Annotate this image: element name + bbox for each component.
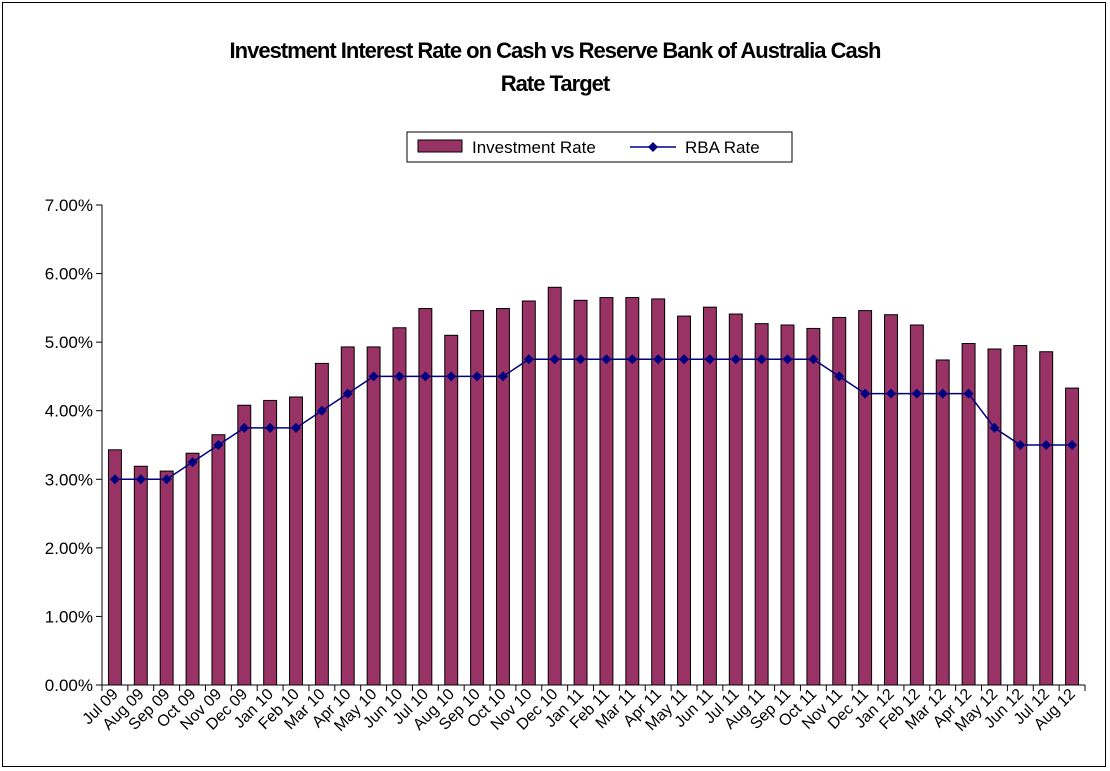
chart-title-line-2: Rate Target: [500, 71, 610, 96]
investment-rate-bar: [1039, 351, 1054, 686]
y-tick-label: 6.00%: [45, 265, 93, 284]
y-tick-label: 2.00%: [45, 539, 93, 558]
legend: Investment Rate RBA Rate: [406, 131, 793, 163]
rba-rate-point: [446, 371, 457, 382]
rba-rate-point: [420, 371, 431, 382]
investment-rate-bar: [159, 470, 174, 686]
rba-rate-point: [627, 354, 638, 365]
y-tick-label: 4.00%: [45, 402, 93, 421]
legend-marker-rba-rate: [648, 142, 658, 152]
rba-rate-point: [653, 354, 664, 365]
rba-rate-point: [1015, 440, 1026, 450]
investment-rate-bar: [780, 324, 795, 686]
investment-rate-bar: [909, 324, 924, 686]
rba-rate-line: [109, 354, 1078, 485]
rba-rate-point: [885, 388, 896, 399]
rba-rate-point: [368, 371, 379, 382]
rba-rate-point: [679, 354, 690, 365]
rba-rate-point: [239, 422, 250, 433]
investment-rate-bar: [935, 359, 950, 686]
rba-rate-point: [1067, 440, 1078, 450]
rba-rate-point: [472, 371, 483, 382]
rba-rate-point: [575, 354, 586, 365]
y-tick-label: 7.00%: [45, 196, 93, 215]
investment-rate-bar: [366, 346, 381, 686]
investment-rate-bar: [237, 404, 252, 686]
rba-rate-point: [291, 422, 302, 433]
rba-rate-point: [342, 388, 353, 399]
investment-rate-bar: [806, 327, 821, 686]
investment-rate-bars: [107, 286, 1080, 686]
y-tick-label: 5.00%: [45, 333, 93, 352]
investment-rate-bar: [987, 348, 1002, 686]
rba-rate-point: [860, 388, 871, 399]
investment-rate-bar: [858, 310, 873, 686]
investment-rate-bar: [884, 314, 898, 686]
rba-rate-point: [213, 440, 224, 450]
rba-rate-point: [989, 422, 1000, 433]
rba-rate-point: [187, 457, 198, 468]
legend-swatch-investment-rate: [417, 139, 463, 153]
chart-title-line-1: Investment Interest Rate on Cash vs Rese…: [229, 38, 882, 63]
investment-rate-bar: [418, 308, 433, 686]
investment-rate-bar: [133, 465, 148, 686]
rba-rate-point: [834, 371, 845, 382]
investment-rate-bar: [754, 323, 769, 686]
y-axis: 0.00% 1.00% 2.00% 3.00% 4.00% 5.00% 6.00% 7.00%: [45, 196, 103, 695]
rba-rate-point: [497, 371, 508, 382]
rba-rate-point: [523, 354, 534, 365]
investment-rate-bar: [444, 334, 459, 686]
investment-rate-bar: [470, 310, 485, 686]
rba-rate-polyline: [114, 358, 1073, 481]
rba-rate-point: [808, 354, 819, 365]
investment-rate-bar: [1013, 345, 1028, 686]
rba-rate-point: [756, 354, 767, 365]
chart-title: Investment Interest Rate on Cash vs Rese…: [0, 34, 1110, 100]
rba-rate-point: [394, 371, 405, 382]
y-tick-label: 1.00%: [45, 607, 93, 626]
legend-box: [406, 131, 793, 163]
investment-rate-bar: [677, 315, 692, 686]
investment-rate-bar: [547, 286, 562, 686]
investment-rate-bar: [728, 313, 743, 686]
rba-rate-point: [730, 354, 741, 365]
rba-rate-point: [937, 388, 948, 399]
investment-rate-bar: [263, 399, 278, 686]
legend-label-investment-rate: Investment Rate: [472, 138, 596, 157]
rba-rate-point: [601, 354, 612, 365]
rba-rate-point: [109, 474, 120, 485]
investment-rate-bar: [495, 308, 510, 686]
rba-rate-point: [911, 388, 922, 399]
y-tick-label: 3.00%: [45, 470, 93, 489]
rba-rate-point: [549, 354, 560, 365]
investment-rate-bar: [185, 452, 200, 686]
investment-rate-bar: [1065, 387, 1080, 686]
rba-rate-point: [161, 474, 172, 485]
y-tick-label: 0.00%: [45, 676, 93, 695]
rba-rate-point: [1041, 440, 1052, 450]
rba-rate-point: [135, 474, 146, 485]
rba-rate-point: [782, 354, 793, 365]
investment-rate-bar: [289, 396, 303, 686]
rba-rate-point: [963, 388, 974, 399]
investment-rate-bar: [107, 449, 122, 686]
legend-label-rba-rate: RBA Rate: [685, 138, 760, 157]
investment-rate-bar: [211, 434, 226, 686]
rba-rate-point: [704, 354, 715, 365]
rba-rate-point: [316, 405, 327, 416]
rba-rate-point: [265, 422, 276, 433]
